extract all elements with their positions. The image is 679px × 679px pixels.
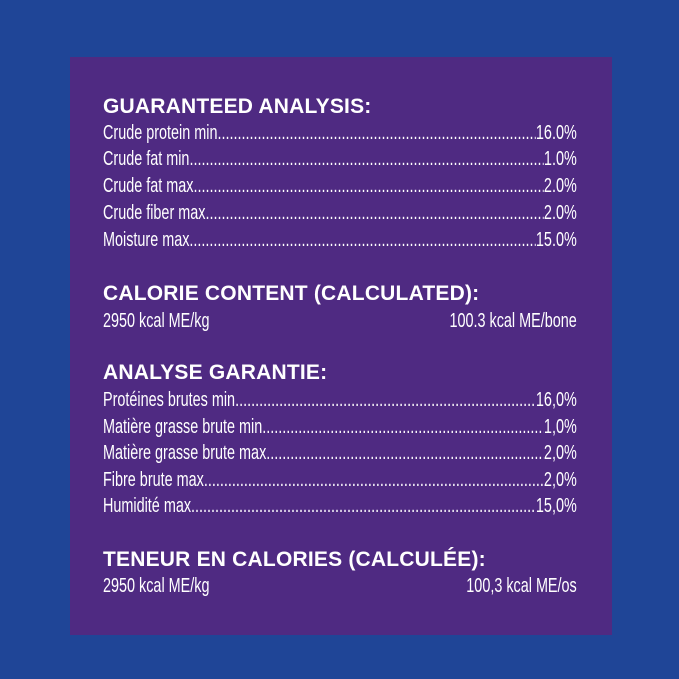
row-label: Crude fat max — [103, 175, 194, 197]
row-value: 2,0% — [543, 442, 577, 464]
calorie-per-bone: 100.3 kcal ME/bone — [449, 310, 577, 332]
dot-leader — [191, 494, 536, 518]
row-label: Matière grasse brute max — [103, 442, 267, 464]
dot-leader — [204, 468, 544, 492]
row-value: 1,0% — [543, 416, 577, 438]
analysis-row: Crude fiber max 2.0% — [103, 201, 577, 225]
guaranteed-analysis-heading: GUARANTEED ANALYSIS: — [103, 95, 372, 118]
row-value: 16,0% — [535, 389, 577, 411]
dot-leader — [193, 174, 543, 198]
calorie-per-kg: 2950 kcal ME/kg — [103, 310, 210, 332]
row-label: Crude fat min — [103, 148, 190, 170]
calorie-per-kg: 2950 kcal ME/kg — [103, 575, 210, 597]
analysis-row: Crude protein min 16.0% — [103, 121, 577, 145]
row-label: Matière grasse brute min — [103, 416, 263, 438]
calorie-content-heading: CALORIE CONTENT (CALCULATED): — [103, 282, 480, 305]
row-label: Moisture max — [103, 229, 190, 251]
row-value: 15,0% — [535, 495, 577, 517]
row-value: 2.0% — [543, 202, 577, 224]
dot-leader — [189, 147, 543, 171]
analysis-row: Fibre brute max 2,0% — [103, 468, 577, 492]
analysis-row: Humidité max 15,0% — [103, 494, 577, 518]
row-label: Protéines brutes min — [103, 389, 236, 411]
analysis-row: Matière grasse brute min 1,0% — [103, 415, 577, 439]
dot-leader — [262, 415, 544, 439]
analysis-row: Moisture max 15.0% — [103, 228, 577, 252]
calorie-row: 2950 kcal ME/kg 100,3 kcal ME/os — [103, 574, 577, 598]
teneur-calories-heading: TENEUR EN CALORIES (CALCULÉE): — [103, 548, 486, 571]
row-value: 16.0% — [535, 122, 577, 144]
row-value: 2,0% — [543, 469, 577, 491]
analysis-row: Protéines brutes min 16,0% — [103, 388, 577, 412]
row-value: 2.0% — [543, 175, 577, 197]
analysis-row: Crude fat max 2.0% — [103, 174, 577, 198]
dot-leader — [235, 388, 536, 412]
analysis-row: Matière grasse brute max 2,0% — [103, 441, 577, 465]
row-value: 1.0% — [543, 148, 577, 170]
calorie-per-bone: 100,3 kcal ME/os — [466, 575, 577, 597]
row-label: Crude protein min — [103, 122, 218, 144]
row-label: Humidité max — [103, 495, 192, 517]
dot-leader — [205, 201, 543, 225]
dot-leader — [189, 228, 536, 252]
row-value: 15.0% — [535, 229, 577, 251]
row-label: Crude fiber max — [103, 202, 206, 224]
calorie-row: 2950 kcal ME/kg 100.3 kcal ME/bone — [103, 309, 577, 333]
analysis-row: Crude fat min 1.0% — [103, 147, 577, 171]
row-label: Fibre brute max — [103, 469, 204, 491]
dot-leader — [217, 121, 535, 145]
analyse-garantie-heading: ANALYSE GARANTIE: — [103, 361, 328, 384]
dot-leader — [266, 441, 544, 465]
